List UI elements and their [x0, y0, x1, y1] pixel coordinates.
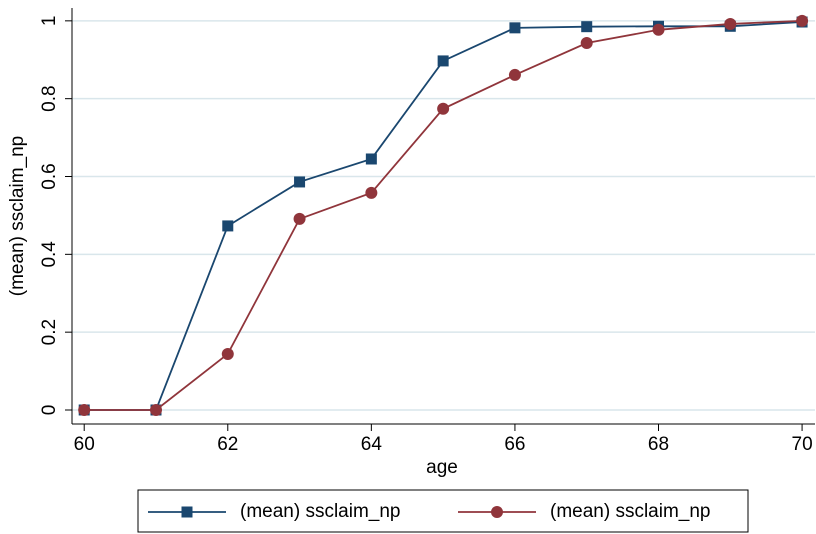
marker [508, 68, 521, 81]
x-tick-label: 62 [217, 434, 238, 455]
x-tick-label: 60 [74, 434, 95, 455]
legend-label: (mean) ssclaim_np [240, 501, 401, 522]
marker [78, 403, 91, 416]
y-axis-label: (mean) ssclaim_np [7, 136, 28, 297]
y-tick-label: 0 [39, 405, 60, 416]
marker [437, 55, 449, 67]
marker [222, 220, 234, 232]
marker [509, 22, 521, 34]
x-tick-label: 70 [792, 434, 813, 455]
y-tick-label: 0.4 [39, 241, 60, 268]
marker [365, 153, 377, 165]
marker [365, 186, 378, 199]
marker [149, 403, 162, 416]
marker [652, 23, 665, 36]
marker [724, 17, 737, 30]
x-tick-label: 64 [361, 434, 383, 455]
legend-label: (mean) ssclaim_np [550, 501, 711, 522]
marker [580, 37, 593, 50]
marker [437, 102, 450, 115]
marker [181, 506, 193, 518]
y-tick-label: 0.2 [39, 319, 60, 345]
y-tick-label: 0.6 [39, 163, 60, 189]
marker [581, 21, 593, 33]
y-tick-label: 1 [39, 16, 60, 27]
marker [221, 347, 234, 360]
marker [796, 14, 809, 27]
marker [491, 506, 503, 518]
marker [294, 176, 306, 188]
marker [293, 212, 306, 225]
y-tick-label: 0.8 [39, 85, 60, 111]
x-tick-label: 68 [648, 434, 669, 455]
legend-box [137, 489, 749, 533]
x-tick-label: 66 [504, 434, 525, 455]
x-axis-label: age [426, 457, 458, 478]
